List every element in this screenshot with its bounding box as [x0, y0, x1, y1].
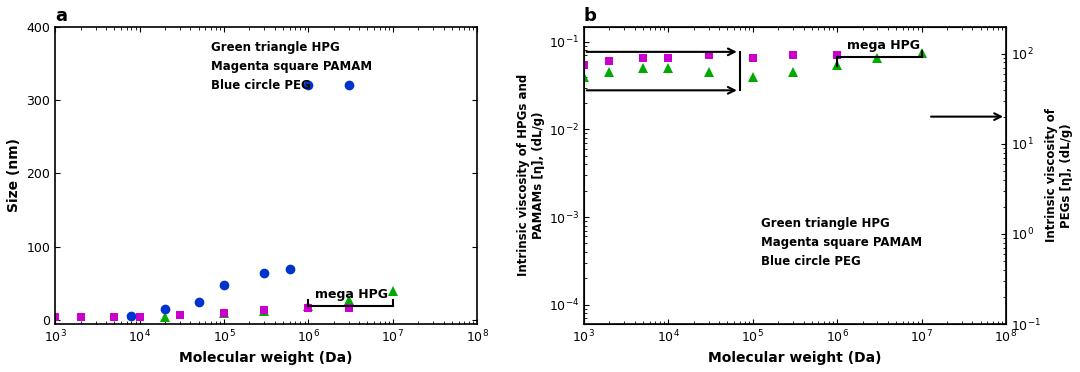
Text: mega HPG: mega HPG [314, 288, 388, 301]
X-axis label: Molecular weight (Da): Molecular weight (Da) [179, 351, 353, 365]
X-axis label: Molecular weight (Da): Molecular weight (Da) [708, 351, 881, 365]
Y-axis label: Intrinsic viscosity of
PEGs [η], (dL/g): Intrinsic viscosity of PEGs [η], (dL/g) [1045, 108, 1074, 242]
Y-axis label: Size (nm): Size (nm) [6, 138, 21, 212]
Text: Green triangle HPG
Magenta square PAMAM
Blue circle PEG: Green triangle HPG Magenta square PAMAM … [761, 217, 922, 268]
Text: a: a [55, 7, 67, 25]
Text: Green triangle HPG
Magenta square PAMAM
Blue circle PEG: Green triangle HPG Magenta square PAMAM … [212, 41, 373, 92]
Text: b: b [584, 7, 597, 25]
Y-axis label: Intrinsic viscosity of HPGs and
PAMAMs [η], (dL/g): Intrinsic viscosity of HPGs and PAMAMs [… [516, 74, 544, 276]
Text: mega HPG: mega HPG [847, 39, 919, 52]
